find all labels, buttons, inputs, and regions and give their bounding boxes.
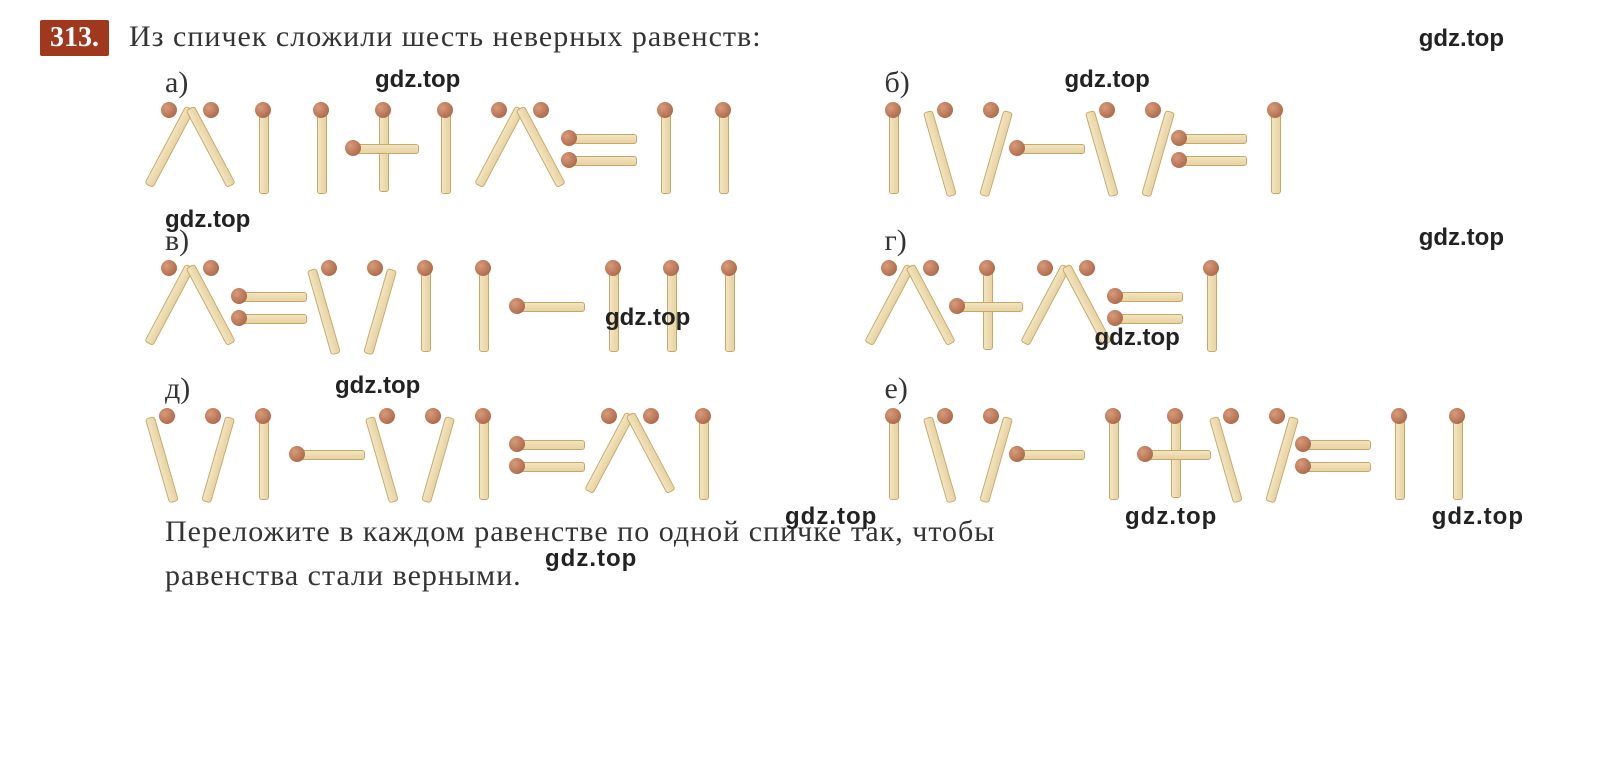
roman-I bbox=[695, 410, 713, 500]
row-d-e: д) gdz.top е) bbox=[165, 372, 1564, 500]
watermark-g-top: gdz.top bbox=[1419, 224, 1504, 252]
watermark-d: gdz.top bbox=[335, 372, 420, 400]
watermark-concl-1: gdz.top bbox=[785, 500, 877, 535]
cell-d: д) gdz.top bbox=[165, 372, 845, 500]
op-eq bbox=[1297, 410, 1373, 500]
op-minus bbox=[1011, 104, 1087, 194]
watermark-concl-3: gdz.top bbox=[1432, 500, 1524, 535]
watermark-a-top: gdz.top bbox=[375, 66, 460, 94]
roman-I bbox=[437, 104, 455, 194]
label-b: б) bbox=[885, 66, 1565, 100]
equation-v bbox=[165, 262, 845, 352]
row-v-g: в) gdz.top г) gdz.top gdz.top bbox=[165, 224, 1564, 352]
roman-X bbox=[1041, 262, 1091, 352]
op-plus bbox=[349, 104, 419, 194]
roman-I bbox=[1203, 262, 1221, 352]
roman-I bbox=[313, 104, 331, 194]
conclusion: Переложите в каждом равенстве по одной с… bbox=[165, 510, 1564, 597]
op-plus bbox=[1141, 410, 1211, 500]
roman-X bbox=[495, 104, 545, 194]
cell-b: б) gdz.top bbox=[885, 66, 1565, 194]
equation-g bbox=[885, 262, 1565, 352]
watermark-concl-2: gdz.top bbox=[1125, 500, 1217, 535]
roman-I bbox=[715, 104, 733, 194]
label-a: а) bbox=[165, 66, 845, 100]
roman-V bbox=[165, 410, 215, 500]
watermark-top-right: gdz.top bbox=[1419, 25, 1504, 53]
equation-d bbox=[165, 410, 845, 500]
roman-I bbox=[475, 410, 493, 500]
op-eq bbox=[563, 104, 639, 194]
conclusion-line2: равенства стали верными. bbox=[165, 559, 522, 592]
roman-X bbox=[885, 262, 935, 352]
label-v: в) bbox=[165, 224, 845, 258]
roman-V bbox=[943, 410, 993, 500]
problem-number-badge: 313. bbox=[40, 20, 109, 56]
roman-X bbox=[165, 104, 215, 194]
watermark-g-mid: gdz.top bbox=[1095, 324, 1180, 352]
watermark-v: gdz.top bbox=[605, 304, 690, 332]
roman-I bbox=[255, 104, 273, 194]
cell-g: г) gdz.top gdz.top bbox=[885, 224, 1565, 352]
intro-text: Из спичек сложили шесть неверных равенст… bbox=[129, 20, 762, 54]
watermark-concl-4: gdz.top bbox=[545, 542, 637, 577]
intro-row: 313. Из спичек сложили шесть неверных ра… bbox=[40, 20, 1564, 56]
roman-V bbox=[1105, 104, 1155, 194]
roman-X bbox=[165, 262, 215, 352]
cell-a: а) gdz.top gdz.top bbox=[165, 66, 845, 194]
roman-I bbox=[1449, 410, 1467, 500]
roman-V bbox=[327, 262, 377, 352]
roman-I bbox=[1267, 104, 1285, 194]
roman-V bbox=[385, 410, 435, 500]
roman-X bbox=[605, 410, 655, 500]
equation-e bbox=[885, 410, 1565, 500]
cell-v: в) gdz.top bbox=[165, 224, 845, 352]
roman-V bbox=[1229, 410, 1279, 500]
roman-I bbox=[1391, 410, 1409, 500]
row-a-b: а) gdz.top gdz.top б) gdz.top bbox=[165, 66, 1564, 194]
watermark-b-top: gdz.top bbox=[1065, 66, 1150, 94]
op-minus bbox=[511, 262, 587, 352]
equation-a bbox=[165, 104, 845, 194]
op-eq bbox=[233, 262, 309, 352]
roman-I bbox=[885, 104, 903, 194]
roman-I bbox=[885, 410, 903, 500]
roman-V bbox=[943, 104, 993, 194]
equation-b bbox=[885, 104, 1565, 194]
label-d: д) bbox=[165, 372, 845, 406]
op-minus bbox=[291, 410, 367, 500]
label-e: е) bbox=[885, 372, 1565, 406]
roman-I bbox=[475, 262, 493, 352]
cell-e: е) bbox=[885, 372, 1565, 500]
roman-I bbox=[657, 104, 675, 194]
op-plus bbox=[953, 262, 1023, 352]
roman-I bbox=[255, 410, 273, 500]
op-eq bbox=[1173, 104, 1249, 194]
op-eq bbox=[511, 410, 587, 500]
roman-I bbox=[721, 262, 739, 352]
roman-I bbox=[417, 262, 435, 352]
op-minus bbox=[1011, 410, 1087, 500]
roman-I bbox=[1105, 410, 1123, 500]
